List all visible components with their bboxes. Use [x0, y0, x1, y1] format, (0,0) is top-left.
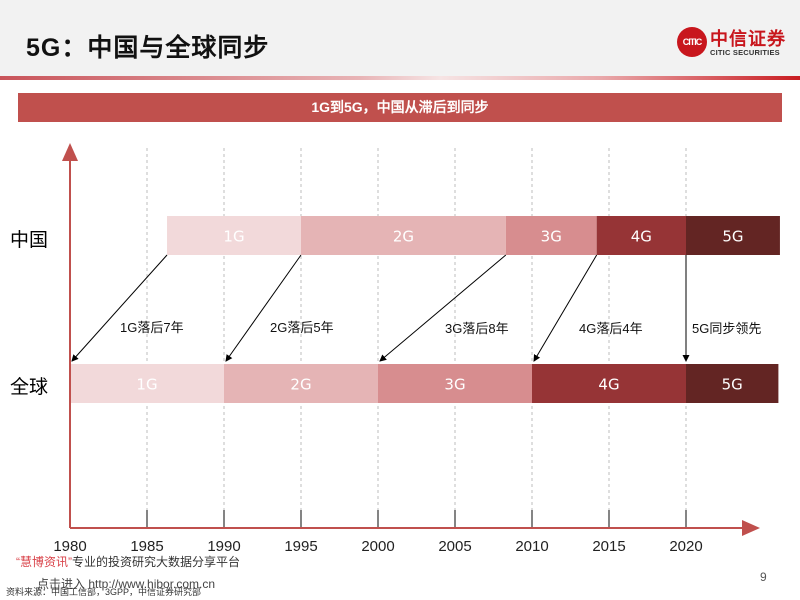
- citic-logo-icon: CITIC: [677, 27, 707, 57]
- bar-china-3G: [505, 216, 597, 255]
- bar-label-global-4G: 4G: [598, 376, 619, 394]
- bar-china-5G: [686, 216, 780, 255]
- lag-arrow-3g: [379, 254, 507, 362]
- bar-global-3G: [378, 364, 532, 403]
- axes: [62, 143, 760, 536]
- bar-label-china-2G: 2G: [393, 228, 414, 246]
- bars: 1G 2G 3G 4G 5G 1G 2G 3G 4G 5G: [70, 216, 780, 403]
- watermark-line: “慧博资讯”专业的投资研究大数据分享平台: [16, 553, 240, 570]
- bar-label-global-2G: 2G: [290, 376, 311, 394]
- bar-label-china-3G: 3G: [541, 228, 562, 246]
- x-tick-label-2020: 2020: [669, 538, 703, 555]
- bar-label-china-1G: 1G: [223, 228, 244, 246]
- bar-china-4G: [596, 216, 686, 255]
- lag-label-4g: 4G落后4年: [579, 321, 643, 336]
- x-tick-label-2000: 2000: [361, 538, 395, 555]
- x-tick-label-1985: 1985: [130, 538, 164, 555]
- lag-label-1g: 1G落后7年: [120, 320, 184, 335]
- bar-global-5G: [686, 364, 779, 403]
- source-note: 资料来源：中国工信部，3GPP，中信证券研究部: [6, 587, 202, 597]
- bar-label-china-5G: 5G: [722, 228, 743, 246]
- bar-label-global-1G: 1G: [136, 376, 157, 394]
- bar-china-2G: [301, 216, 506, 255]
- bar-global-4G: [532, 364, 686, 403]
- bar-china-1G: [167, 216, 301, 255]
- lag-label-5g: 5G同步领先: [692, 321, 762, 336]
- grid-lines: [146, 148, 687, 528]
- x-tick-label-1995: 1995: [284, 538, 318, 555]
- logo-text-en: CITIC SECURITIES: [710, 48, 780, 57]
- row-label-china: 中国: [10, 230, 49, 251]
- x-tick-label-2005: 2005: [438, 538, 472, 555]
- x-tick-label-2015: 2015: [592, 538, 626, 555]
- lag-arrow-4g: [533, 254, 598, 362]
- bar-global-1G: [70, 364, 224, 403]
- header-divider: [0, 76, 800, 80]
- bar-label-global-5G: 5G: [722, 376, 743, 394]
- header-bar: [0, 0, 800, 78]
- page-number: 9: [760, 570, 767, 584]
- x-tick-label-1990: 1990: [207, 538, 241, 555]
- lag-label-2g: 2G落后5年: [270, 320, 334, 335]
- x-tick-label-2010: 2010: [515, 538, 549, 555]
- lag-arrow-1g: [71, 254, 168, 362]
- lag-arrow-2g: [225, 254, 302, 362]
- page-title: 5G：中国与全球同步: [26, 34, 270, 62]
- bar-label-global-3G: 3G: [444, 376, 465, 394]
- bar-label-china-4G: 4G: [631, 228, 652, 246]
- bar-global-2G: [224, 364, 378, 403]
- logo-text-cn: 中信证券: [710, 29, 786, 50]
- lag-arrows: [71, 254, 690, 362]
- watermark-brand: “慧博资讯”: [16, 555, 72, 569]
- lag-label-3g: 3G落后8年: [445, 321, 509, 336]
- citic-logo: CITIC 中信证券 CITIC SECURITIES: [677, 22, 797, 62]
- x-tick-label-1980: 1980: [53, 538, 87, 555]
- watermark-text: 专业的投资研究大数据分享平台: [72, 555, 241, 569]
- row-label-global: 全球: [10, 377, 49, 398]
- watermark-link[interactable]: 点击进入 http://www.hibor.com.cn: [37, 577, 216, 591]
- chart-title-banner: 1G到5G，中国从滞后到同步: [18, 93, 782, 122]
